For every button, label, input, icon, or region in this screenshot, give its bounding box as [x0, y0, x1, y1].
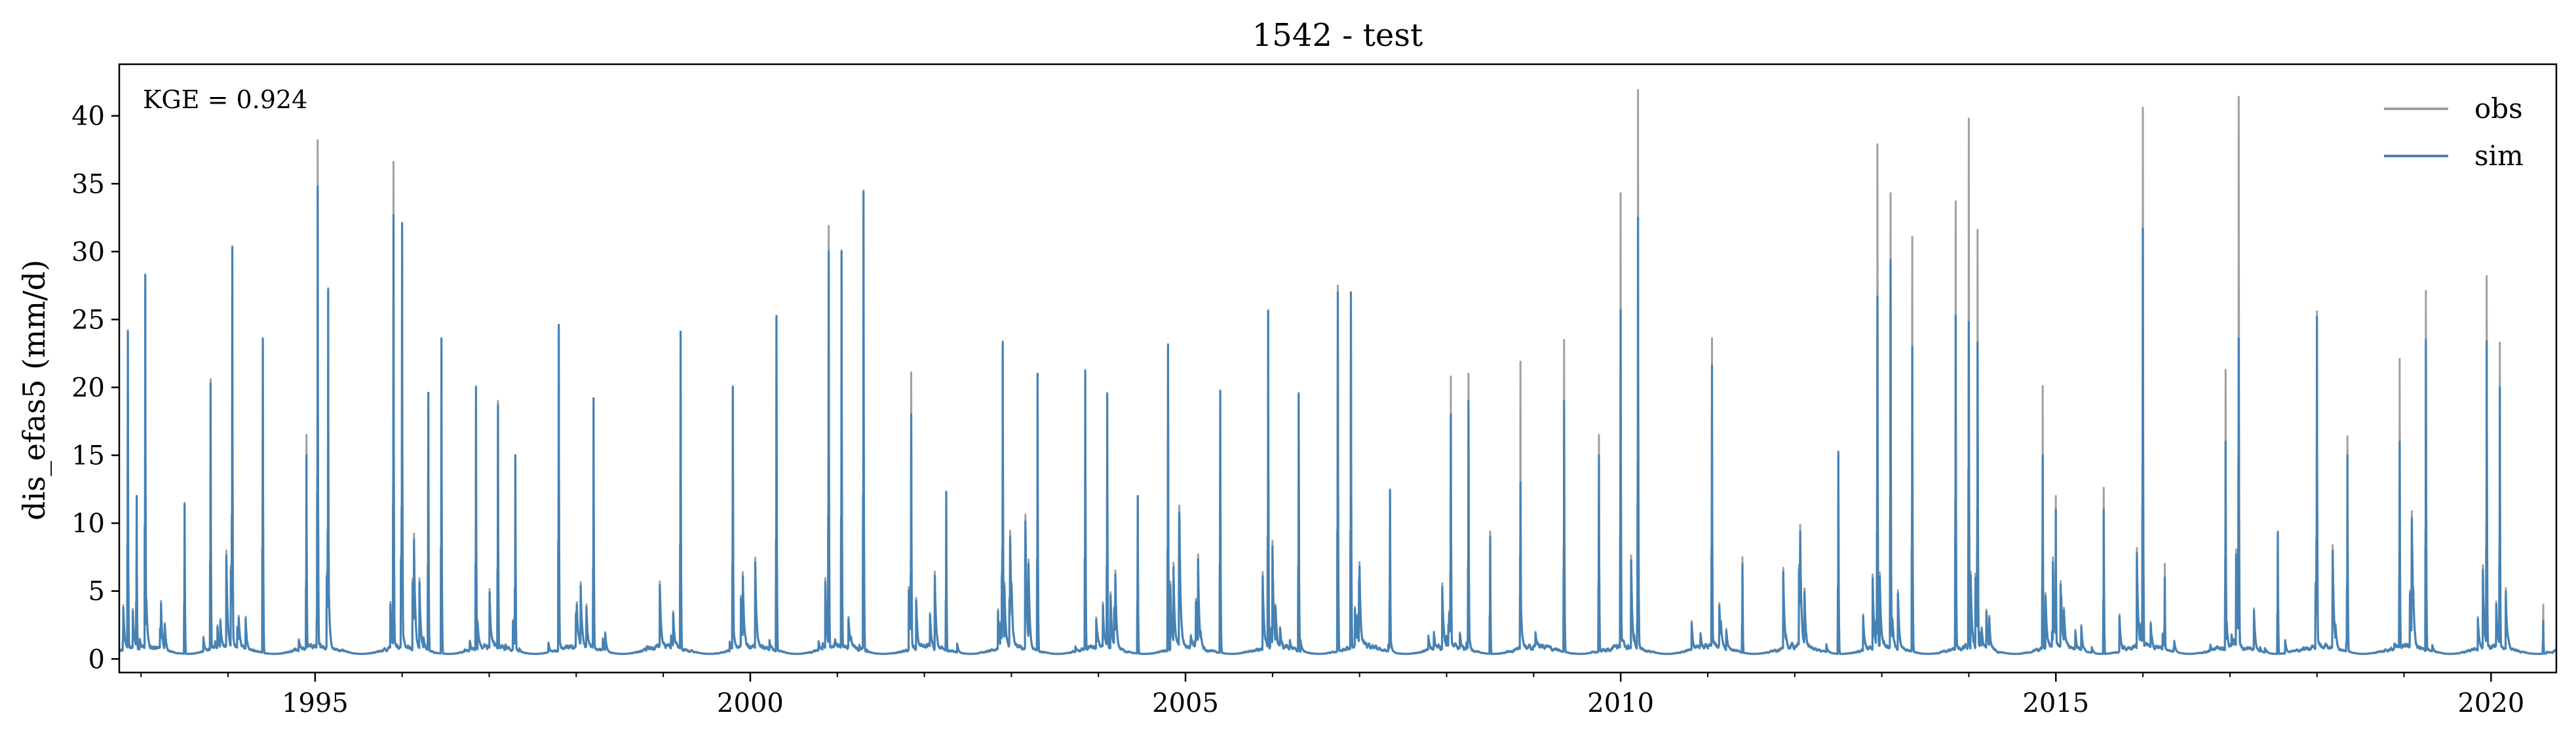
plot-frame [118, 63, 2558, 674]
x-tick-label: 2015 [2022, 688, 2089, 718]
y-tick-label: 25 [71, 305, 105, 335]
series-sim-line [119, 185, 2556, 655]
x-tick-label: 2010 [1587, 688, 1654, 718]
y-tick-label: 15 [71, 441, 105, 471]
y-axis-label: dis_efas5 (mm/d) [16, 260, 52, 520]
y-tick-label: 5 [88, 577, 105, 607]
chart-title: 1542 - test [1252, 17, 1423, 54]
y-tick-label: 10 [71, 509, 105, 539]
x-tick-label: 1995 [282, 688, 349, 718]
series-sim-group [119, 185, 2556, 655]
x-axis: 1995 2000 2005 2010 2015 2020 [140, 673, 2524, 718]
plot-area [119, 88, 2556, 655]
y-tick-label: 40 [71, 102, 105, 132]
x-tick-label: 2005 [1152, 688, 1219, 718]
x-tick-label: 2000 [717, 688, 784, 718]
legend: obs sim [2384, 92, 2524, 172]
legend-sim-label: sim [2474, 140, 2524, 172]
x-tick-label: 2020 [2457, 688, 2524, 718]
legend-obs-label: obs [2474, 92, 2523, 125]
y-axis: 0 5 10 15 20 25 30 35 40 [71, 102, 119, 674]
y-tick-label: 20 [71, 373, 105, 403]
y-tick-label: 30 [71, 237, 105, 267]
y-tick-label: 35 [71, 169, 105, 199]
y-tick-label: 0 [88, 644, 105, 674]
kge-annotation: KGE = 0.924 [143, 85, 307, 114]
